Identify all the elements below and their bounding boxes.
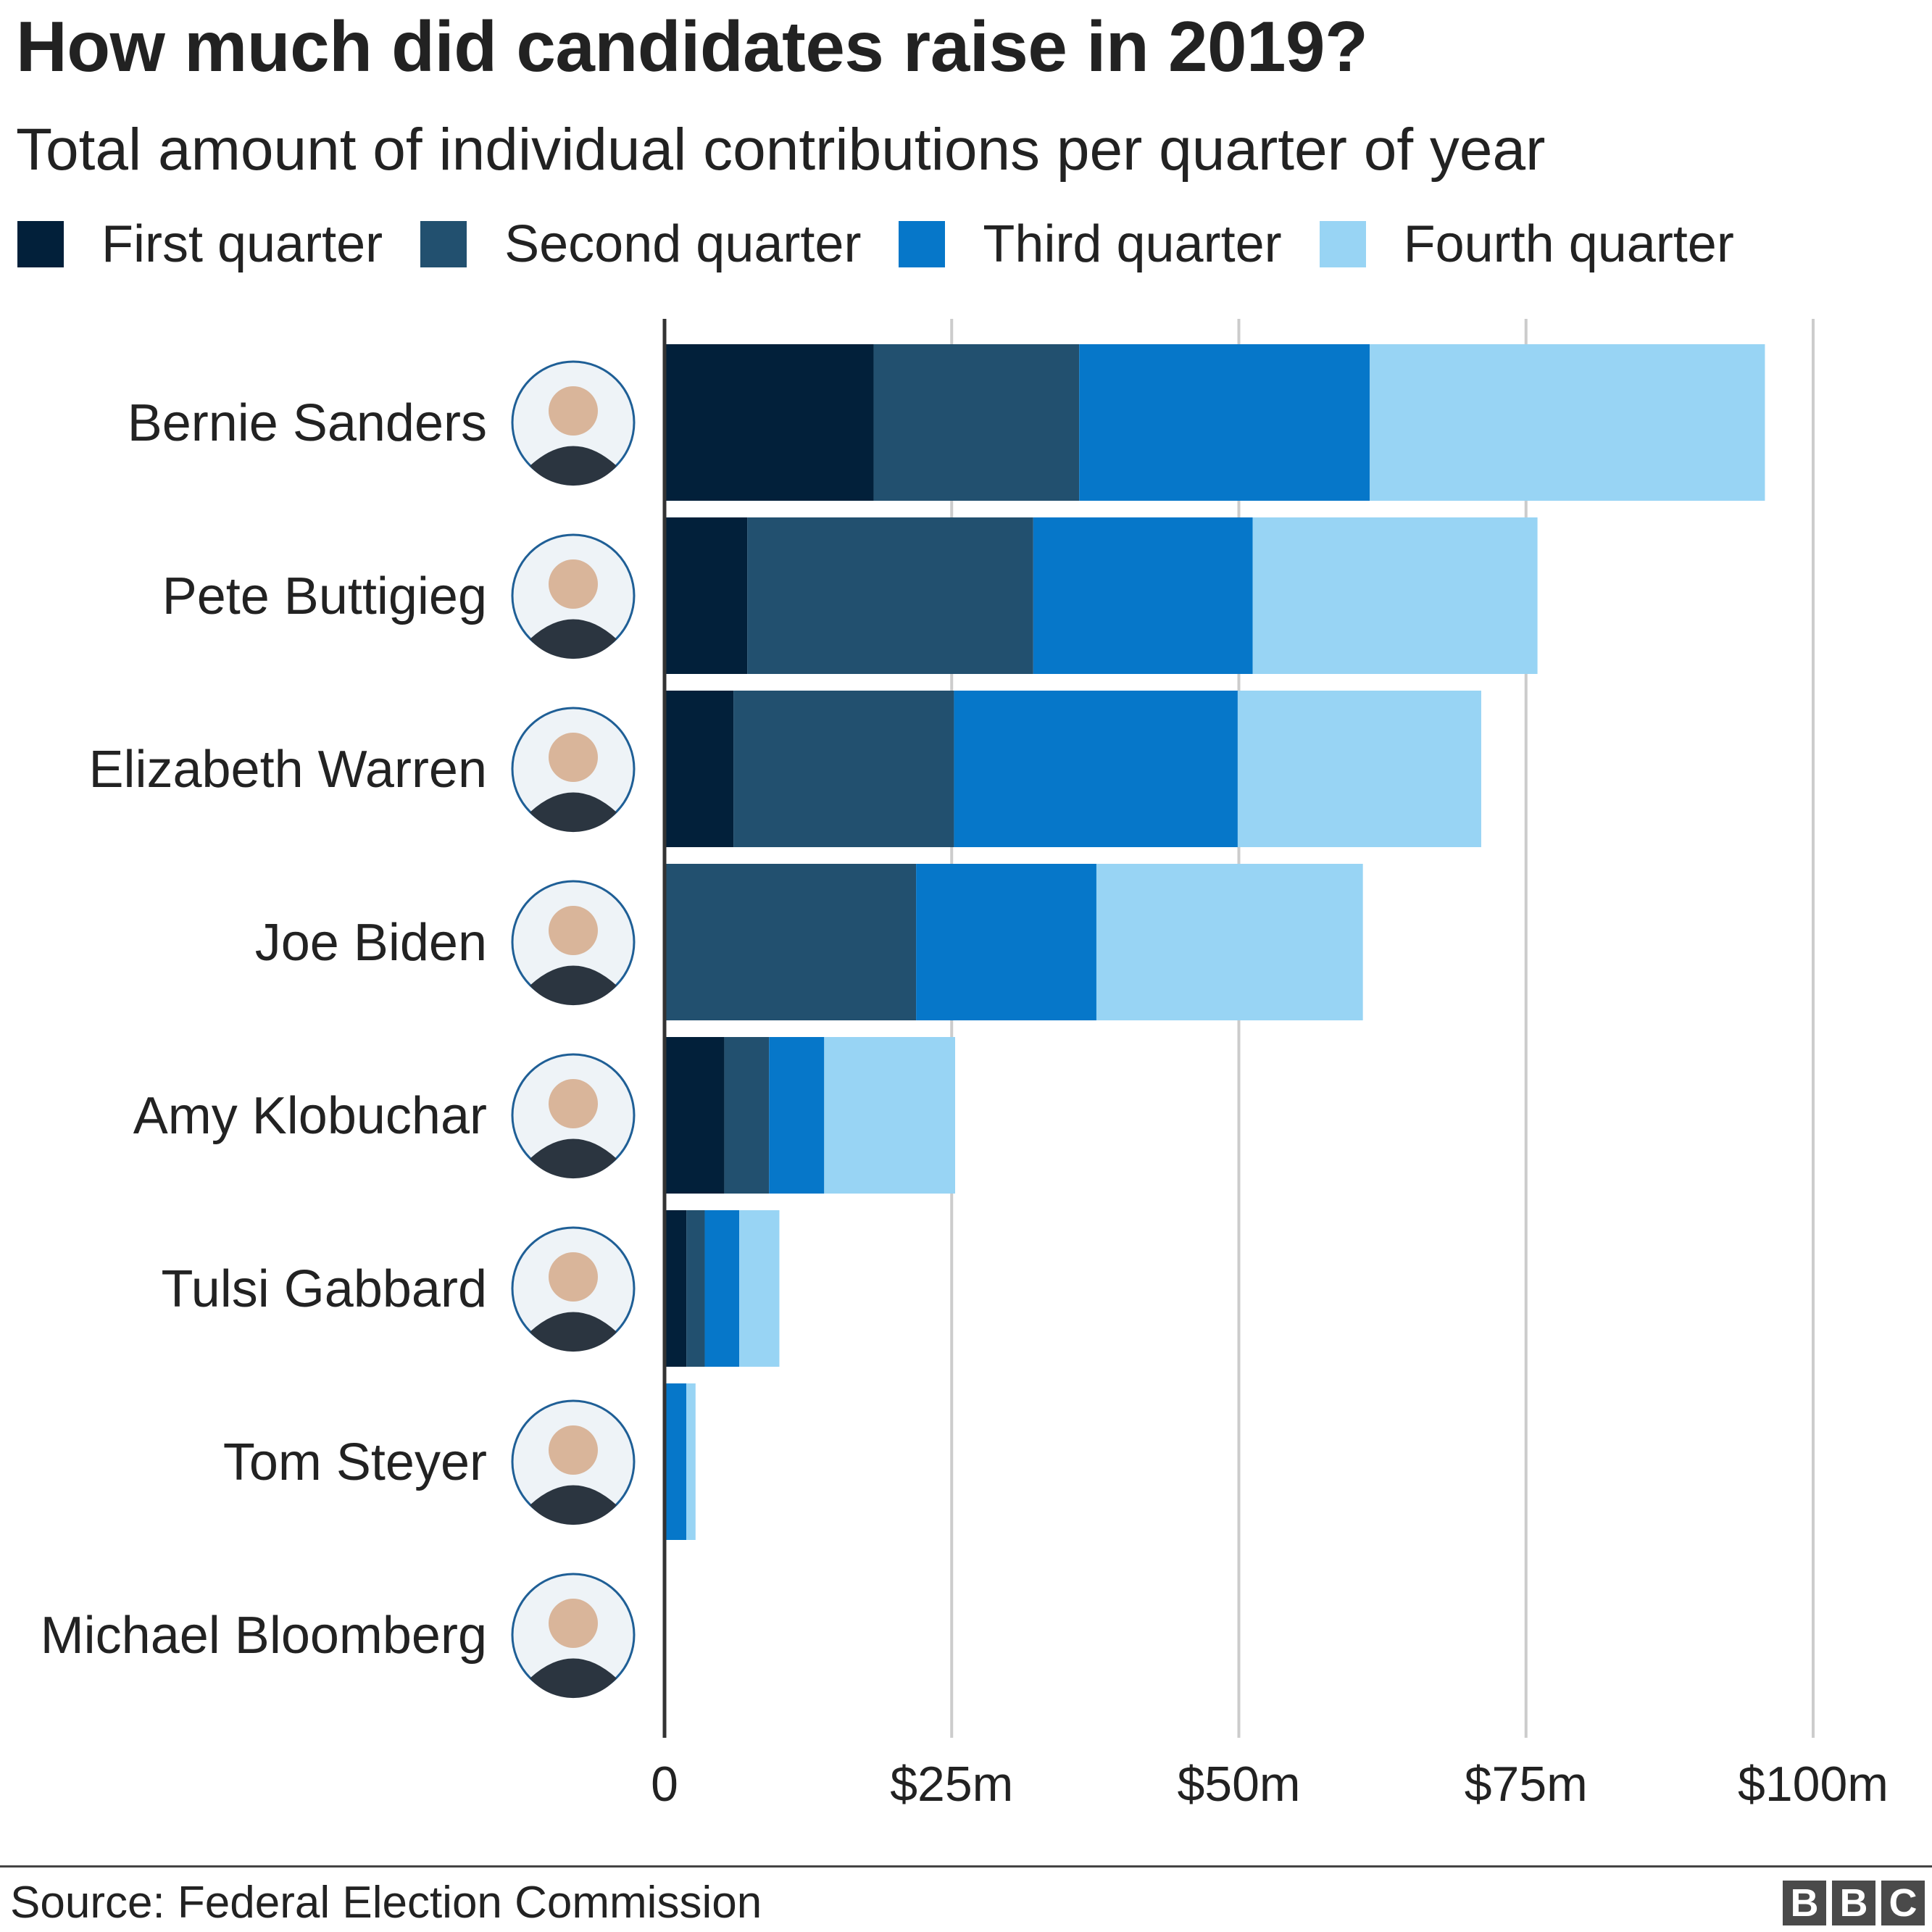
bernie-sanders-portrait-icon	[511, 360, 636, 486]
legend-swatch	[420, 221, 467, 267]
bar-segment	[665, 691, 734, 847]
michael-bloomberg-portrait-icon	[511, 1573, 636, 1699]
category-label: Amy Klobuchar	[133, 1087, 487, 1145]
category-label: Elizabeth Warren	[88, 741, 487, 799]
source-note: Source: Federal Election Commission	[10, 1878, 762, 1928]
bar-segment	[1237, 691, 1481, 847]
bar-segment	[1252, 517, 1538, 674]
amy-klobuchar-portrait-icon	[511, 1053, 636, 1179]
legend-item: Second quarter	[420, 215, 861, 274]
logo-letter: C	[1881, 1881, 1925, 1925]
bar-segment	[704, 1210, 740, 1367]
category-label: Bernie Sanders	[128, 394, 487, 452]
bar-segment	[1096, 864, 1363, 1020]
bar-segment	[665, 1210, 687, 1367]
legend-swatch	[1319, 221, 1366, 267]
legend-label: First quarter	[101, 215, 383, 273]
bar-segment	[686, 1383, 696, 1540]
bar-segment	[1079, 344, 1370, 501]
logo-letter: B	[1832, 1881, 1875, 1925]
bar-segment	[769, 1037, 825, 1194]
tulsi-gabbard-portrait-icon	[511, 1226, 636, 1352]
joe-biden-portrait-icon	[511, 880, 636, 1006]
legend: First quarter Second quarter Third quarter…	[17, 212, 1772, 277]
legend-swatch	[17, 221, 64, 267]
bar-segment	[724, 1037, 770, 1194]
bar-segment	[665, 344, 874, 501]
legend-item: First quarter	[17, 215, 383, 274]
bar-chart: Bernie Sanders Pete Buttigieg Elizabeth Wa…	[41, 319, 1889, 1812]
bar-segment	[686, 1210, 705, 1367]
pete-buttigieg-portrait-icon	[511, 533, 636, 659]
category-label: Tulsi Gabbard	[161, 1260, 487, 1318]
avatars	[511, 360, 636, 1699]
category-label: Joe Biden	[255, 914, 487, 972]
bar-segment	[1033, 517, 1253, 674]
legend-label: Fourth quarter	[1403, 215, 1734, 273]
x-tick-label: $75m	[1465, 1757, 1588, 1812]
chart-subtitle: Total amount of individual contributions…	[16, 117, 1546, 183]
bar-segment	[954, 691, 1238, 847]
x-tick-label: $25m	[890, 1757, 1013, 1812]
legend-swatch	[899, 221, 946, 267]
bar-segment	[665, 1037, 725, 1194]
bars	[665, 344, 1765, 1540]
legend-label: Third quarter	[983, 215, 1282, 273]
legend-item: Third quarter	[899, 215, 1282, 274]
category-labels: Bernie Sanders Pete Buttigieg Elizabeth Wa…	[41, 394, 487, 1665]
logo-letter: B	[1783, 1881, 1826, 1925]
x-tick-label: $50m	[1177, 1757, 1300, 1812]
category-label: Tom Steyer	[223, 1433, 487, 1491]
x-tick-label: 0	[651, 1757, 678, 1812]
bar-segment	[1370, 344, 1765, 501]
bbc-logo: B B C	[1777, 1881, 1925, 1925]
category-label: Michael Bloomberg	[41, 1607, 487, 1665]
legend-label: Second quarter	[504, 215, 862, 273]
bar-segment	[665, 1383, 687, 1540]
bar-segment	[824, 1037, 956, 1194]
footer-divider	[0, 1865, 1932, 1868]
bar-segment	[916, 864, 1096, 1020]
x-axis-ticks: 0 $25m $50m $75m $100m	[651, 1757, 1889, 1812]
bar-segment	[873, 344, 1080, 501]
chart-title: How much did candidates raise in 2019?	[16, 7, 1368, 86]
bar-segment	[665, 517, 748, 674]
bar-segment	[747, 517, 1033, 674]
bar-segment	[733, 691, 954, 847]
legend-item: Fourth quarter	[1319, 215, 1734, 274]
x-tick-label: $100m	[1738, 1757, 1889, 1812]
tom-steyer-portrait-icon	[511, 1399, 636, 1525]
bar-segment	[665, 864, 917, 1020]
category-label: Pete Buttigieg	[162, 567, 487, 625]
bar-segment	[739, 1210, 780, 1367]
elizabeth-warren-portrait-icon	[511, 707, 636, 833]
